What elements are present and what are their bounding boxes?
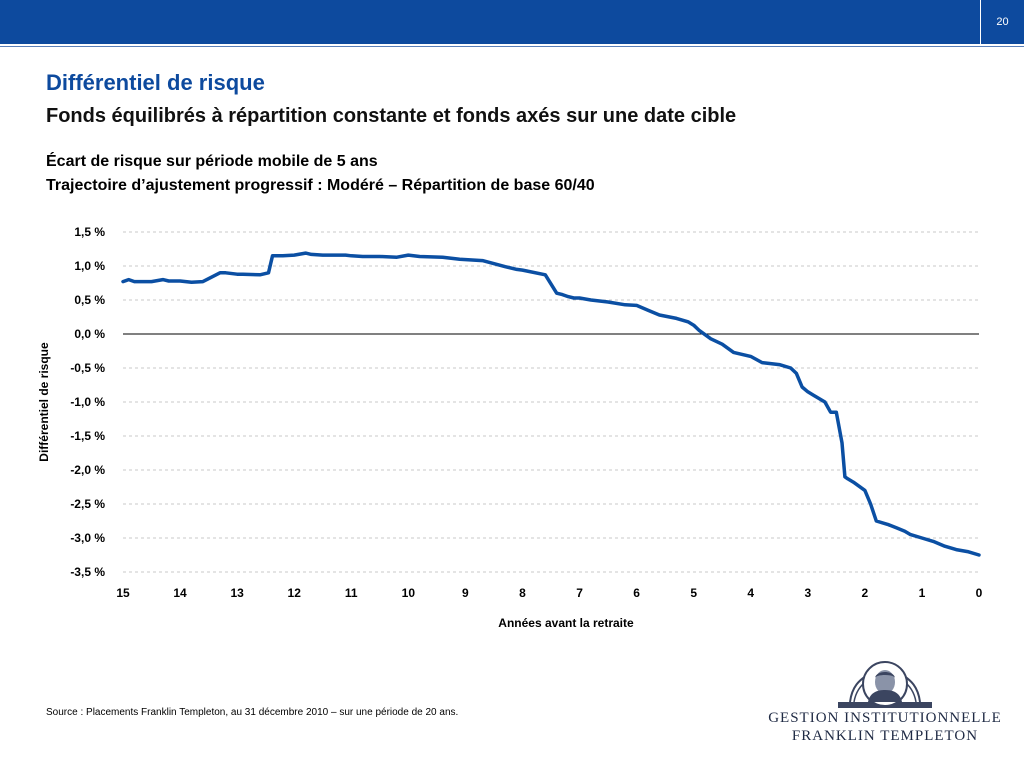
header-divider xyxy=(980,0,981,44)
page-number: 20 xyxy=(996,16,1009,28)
company-logo: GESTION INSTITUTIONNELLE FRANKLIN TEMPLE… xyxy=(760,656,1010,756)
logo-line2: FRANKLIN TEMPLETON xyxy=(791,728,979,744)
x-tick-label: 9 xyxy=(462,586,469,600)
chart-title: Écart de risque sur période mobile de 5 … xyxy=(46,150,595,198)
logo-line1: GESTION INSTITUTIONNELLE xyxy=(768,710,1002,726)
risk-differential-chart: 1,5 % 1,0 % 0,5 % 0,0 % -0,5 % -1,0 % -1,5 % -2… xyxy=(37,225,983,630)
page-subtitle: Fonds équilibrés à répartition constante… xyxy=(46,105,737,127)
y-tick-label: 0,5 % xyxy=(74,293,105,307)
x-tick-label: 10 xyxy=(402,586,416,600)
source-note: Source : Placements Franklin Templeton, … xyxy=(46,707,459,718)
series-line xyxy=(121,251,981,557)
header-bar: 20 xyxy=(0,0,1024,44)
y-tick-label: -1,0 % xyxy=(70,395,105,409)
x-tick-label: 14 xyxy=(173,586,187,600)
chart-title-line1: Écart de risque sur période mobile de 5 … xyxy=(46,153,378,170)
x-tick-label: 8 xyxy=(519,586,526,600)
x-tick-label: 13 xyxy=(230,586,244,600)
x-tick-label: 7 xyxy=(576,586,583,600)
x-tick-label: 3 xyxy=(804,586,811,600)
y-tick-label: 0,0 % xyxy=(74,327,105,341)
page-title: Différentiel de risque xyxy=(46,70,265,95)
x-tick-label: 1 xyxy=(919,586,926,600)
y-tick-label: 1,0 % xyxy=(74,259,105,273)
x-tick-label: 4 xyxy=(747,586,754,600)
y-tick-label: -2,0 % xyxy=(70,463,105,477)
x-tick-label: 2 xyxy=(862,586,869,600)
y-tick-label: 1,5 % xyxy=(74,225,105,239)
x-tick-label: 5 xyxy=(690,586,697,600)
chart-title-line2: Trajectoire d’ajustement progressif : Mo… xyxy=(46,177,595,194)
y-tick-label: -1,5 % xyxy=(70,429,105,443)
y-tick-label: -3,5 % xyxy=(70,565,105,579)
y-tick-label: -0,5 % xyxy=(70,361,105,375)
header-rule xyxy=(0,46,1024,47)
x-tick-label: 12 xyxy=(288,586,302,600)
y-tick-label: -3,0 % xyxy=(70,531,105,545)
x-axis-label: Années avant la retraite xyxy=(498,616,634,630)
y-axis-label: Différentiel de risque xyxy=(37,342,51,462)
franklin-portrait-seal-icon xyxy=(838,661,932,708)
x-tick-label: 11 xyxy=(345,586,358,600)
x-tick-label: 6 xyxy=(633,586,640,600)
x-tick-label: 0 xyxy=(976,586,983,600)
x-tick-label: 15 xyxy=(116,586,130,600)
y-tick-label: -2,5 % xyxy=(70,497,105,511)
